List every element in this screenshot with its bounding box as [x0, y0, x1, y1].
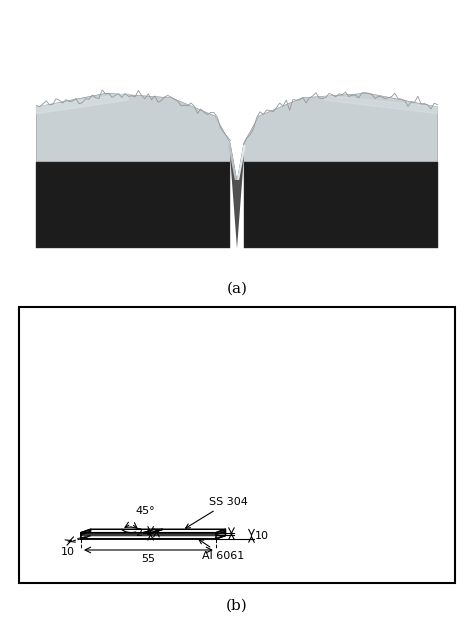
- Polygon shape: [148, 529, 163, 534]
- Polygon shape: [81, 531, 91, 539]
- Text: Al 6061: Al 6061: [199, 540, 245, 561]
- Polygon shape: [244, 162, 438, 249]
- Text: (b): (b): [226, 599, 248, 613]
- Text: 10: 10: [255, 531, 269, 541]
- Polygon shape: [216, 529, 226, 534]
- Polygon shape: [324, 96, 438, 113]
- Text: (a): (a): [227, 282, 247, 296]
- Polygon shape: [36, 162, 230, 249]
- Polygon shape: [230, 143, 244, 249]
- Polygon shape: [81, 533, 216, 534]
- Polygon shape: [36, 93, 230, 162]
- Polygon shape: [81, 529, 91, 534]
- Polygon shape: [144, 529, 158, 534]
- Polygon shape: [228, 143, 237, 180]
- Text: 55: 55: [141, 554, 155, 564]
- Polygon shape: [81, 529, 226, 533]
- Polygon shape: [216, 531, 226, 539]
- Polygon shape: [244, 93, 438, 162]
- Text: 10: 10: [61, 547, 75, 557]
- Polygon shape: [81, 534, 216, 539]
- Polygon shape: [144, 529, 163, 533]
- Polygon shape: [81, 536, 226, 539]
- Polygon shape: [81, 531, 226, 534]
- Text: 45°: 45°: [136, 506, 155, 516]
- Text: 3: 3: [219, 529, 226, 539]
- Text: SS 304: SS 304: [185, 497, 248, 528]
- Text: 2: 2: [136, 528, 143, 538]
- Polygon shape: [144, 533, 153, 534]
- Polygon shape: [237, 143, 246, 180]
- Polygon shape: [36, 93, 128, 113]
